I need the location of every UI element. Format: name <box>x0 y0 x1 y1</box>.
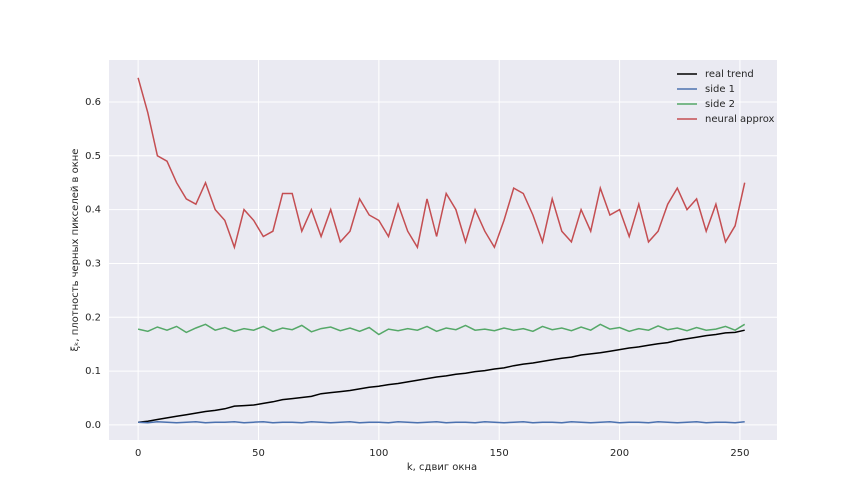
y-tick-label: 0.3 <box>85 258 101 269</box>
x-tick-label: 0 <box>135 448 141 459</box>
series-line <box>137 323 746 336</box>
legend-label: neural approx <box>705 114 775 125</box>
y-tick-label: 0.1 <box>85 366 101 377</box>
plot-area <box>109 60 777 440</box>
x-tick-label: 200 <box>610 448 629 459</box>
y-tick-label: 0.6 <box>85 97 101 108</box>
legend-label: side 2 <box>705 99 735 110</box>
x-tick-label: 100 <box>369 448 388 459</box>
x-tick-label: 50 <box>252 448 265 459</box>
series-line <box>138 329 745 423</box>
y-axis-label: ξₖ, плотность черных пикселей в окне <box>70 149 81 352</box>
x-tick-label: 250 <box>730 448 749 459</box>
series-line <box>137 77 746 250</box>
legend-label: real trend <box>705 69 754 80</box>
y-tick-label: 0.0 <box>85 420 101 431</box>
y-tick-label: 0.2 <box>85 312 101 323</box>
series-line <box>138 420 745 424</box>
y-tick-label: 0.4 <box>85 205 101 216</box>
y-tick-label: 0.5 <box>85 151 101 162</box>
x-axis-label: k, сдвиг окна <box>407 462 477 473</box>
legend-label: side 1 <box>705 84 735 95</box>
x-tick-label: 150 <box>490 448 509 459</box>
